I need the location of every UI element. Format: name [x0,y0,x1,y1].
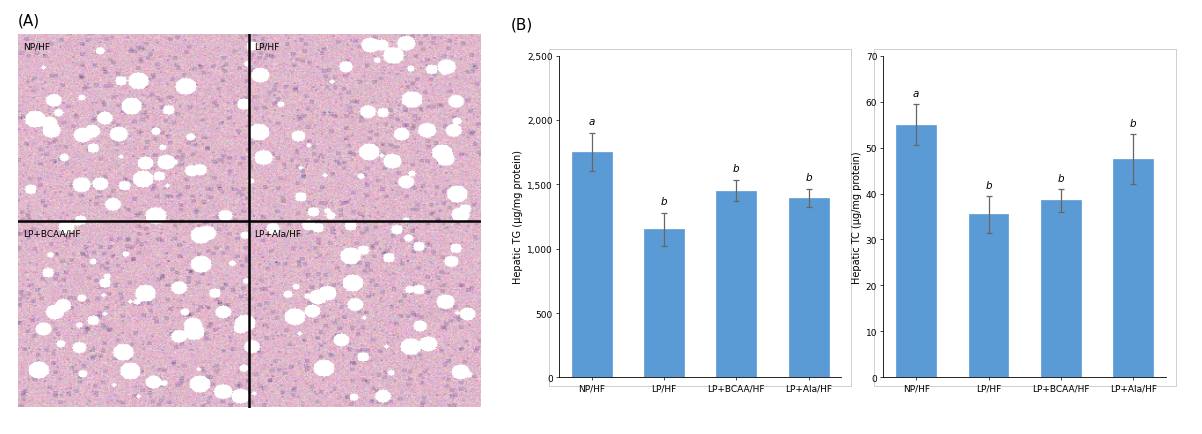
Text: b: b [1130,119,1137,129]
Text: LP+Ala/HF: LP+Ala/HF [254,229,300,238]
Y-axis label: Hepatic TC (μg/mg protein): Hepatic TC (μg/mg protein) [851,151,862,283]
Bar [969,215,1008,378]
Text: b: b [986,181,992,191]
Bar [1041,201,1081,378]
Text: b: b [805,173,813,183]
Text: LP+BCAA/HF: LP+BCAA/HF [23,229,81,238]
Bar [716,191,756,378]
Text: b: b [1058,174,1064,184]
Bar [1113,160,1153,378]
Text: a: a [589,116,595,126]
Bar [897,125,936,378]
Y-axis label: Hepatic TG (μg/mg protein): Hepatic TG (μg/mg protein) [513,150,523,284]
Text: b: b [661,196,667,206]
Bar [644,230,684,378]
Text: b: b [733,164,739,174]
Bar [572,153,612,378]
Text: (A): (A) [18,13,40,28]
Text: LP/HF: LP/HF [254,42,279,51]
Text: (B): (B) [511,17,534,32]
Bar [789,199,828,378]
Text: a: a [914,89,920,99]
Text: NP/HF: NP/HF [23,42,49,51]
